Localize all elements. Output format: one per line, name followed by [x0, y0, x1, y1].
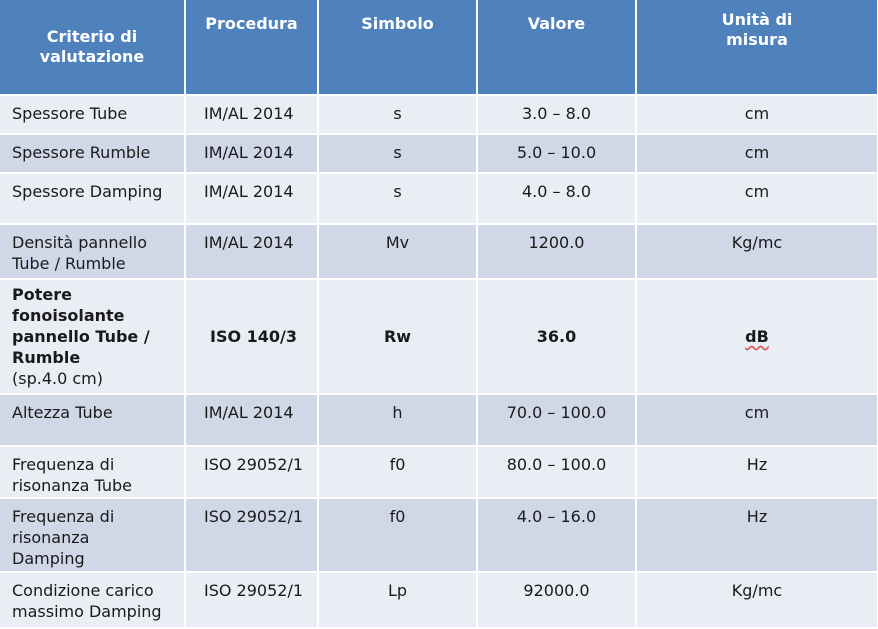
cell-procedura: IM/AL 2014: [185, 134, 319, 174]
cell-criterio: Spessore Rumble: [0, 134, 186, 174]
cell-valore: 70.0 – 100.0: [477, 394, 637, 447]
header-criterio-line: Criterio di: [46, 27, 138, 46]
table-row: Frequenza di risonanza Damping ISO 29052…: [0, 498, 878, 573]
criterio-line: fonoisolante: [12, 306, 125, 325]
cell-valore: 80.0 – 100.0: [477, 446, 637, 499]
table-row: Densità pannello Tube / Rumble IM/AL 201…: [0, 224, 878, 280]
cell-criterio: Densità pannello Tube / Rumble: [0, 224, 186, 280]
criterio-line: Spessore Tube: [12, 104, 128, 123]
header-criterio: Criterio di valutazione: [0, 0, 186, 96]
cell-procedura: ISO 29052/1: [185, 498, 319, 573]
criterio-line: Rumble: [12, 348, 81, 367]
cell-criterio: Potere fonoisolante pannello Tube / Rumb…: [0, 279, 186, 395]
cell-procedura: ISO 29052/1: [185, 446, 319, 499]
criterio-line: Tube / Rumble: [12, 254, 126, 273]
cell-valore: 3.0 – 8.0: [477, 95, 637, 135]
cell-unita: cm: [636, 394, 878, 447]
table-row: Spessore Tube IM/AL 2014 s 3.0 – 8.0 cm: [0, 95, 878, 135]
cell-valore: 36.0: [477, 279, 637, 395]
header-unita-line: Unità di: [721, 10, 793, 29]
header-valore: Valore: [477, 0, 637, 96]
cell-procedura: IM/AL 2014: [185, 224, 319, 280]
cell-unita: Hz: [636, 446, 878, 499]
cell-simbolo: s: [318, 173, 478, 225]
criterio-line: massimo Damping: [12, 602, 162, 621]
header-unita: Unità di misura: [636, 0, 878, 96]
cell-unita: cm: [636, 173, 878, 225]
cell-unita: Kg/mc: [636, 224, 878, 280]
table-row: Potere fonoisolante pannello Tube / Rumb…: [0, 279, 878, 395]
criterio-line: Condizione carico: [12, 581, 154, 600]
cell-valore: 4.0 – 8.0: [477, 173, 637, 225]
cell-simbolo: s: [318, 95, 478, 135]
criterio-line: Spessore Rumble: [12, 143, 151, 162]
criterio-line: Densità pannello: [12, 233, 148, 252]
criterio-line: risonanza Tube: [12, 476, 133, 495]
cell-valore: 5.0 – 10.0: [477, 134, 637, 174]
cell-simbolo: h: [318, 394, 478, 447]
table-row: Spessore Damping IM/AL 2014 s 4.0 – 8.0 …: [0, 173, 878, 225]
criterio-line: Damping: [12, 549, 85, 568]
cell-valore: 4.0 – 16.0: [477, 498, 637, 573]
cell-procedura: ISO 140/3: [185, 279, 319, 395]
criterio-line: Spessore Damping: [12, 182, 163, 201]
header-unita-line: misura: [726, 30, 788, 49]
cell-criterio: Spessore Tube: [0, 95, 186, 135]
cell-simbolo: Mv: [318, 224, 478, 280]
cell-procedura: IM/AL 2014: [185, 394, 319, 447]
cell-procedura: IM/AL 2014: [185, 95, 319, 135]
cell-procedura: IM/AL 2014: [185, 173, 319, 225]
cell-simbolo: f0: [318, 498, 478, 573]
criterio-line: Frequenza di: [12, 507, 115, 526]
header-procedura: Procedura: [185, 0, 319, 96]
cell-criterio: Altezza Tube: [0, 394, 186, 447]
criterio-line: Potere: [12, 285, 72, 304]
cell-valore: 1200.0: [477, 224, 637, 280]
cell-unita: dB: [636, 279, 878, 395]
cell-unita: cm: [636, 134, 878, 174]
table-row: Frequenza di risonanza Tube ISO 29052/1 …: [0, 446, 878, 499]
table-row: Altezza Tube IM/AL 2014 h 70.0 – 100.0 c…: [0, 394, 878, 447]
cell-unita: Hz: [636, 498, 878, 573]
criterio-line: Altezza Tube: [12, 403, 113, 422]
cell-criterio: Frequenza di risonanza Damping: [0, 498, 186, 573]
cell-simbolo: Rw: [318, 279, 478, 395]
cell-criterio: Frequenza di risonanza Tube: [0, 446, 186, 499]
criterio-line: pannello Tube /: [12, 327, 150, 346]
criterio-note: (sp.4.0 cm): [12, 369, 103, 388]
cell-simbolo: f0: [318, 446, 478, 499]
table-row: Spessore Rumble IM/AL 2014 s 5.0 – 10.0 …: [0, 134, 878, 174]
header-criterio-line: valutazione: [39, 47, 145, 66]
criterio-line: Frequenza di: [12, 455, 115, 474]
cell-unita: cm: [636, 95, 878, 135]
cell-simbolo: s: [318, 134, 478, 174]
unita-value: dB: [745, 327, 769, 346]
table-header-row: Criterio di valutazione Procedura Simbol…: [0, 0, 878, 96]
header-simbolo: Simbolo: [318, 0, 478, 96]
cell-criterio: Spessore Damping: [0, 173, 186, 225]
criterio-line: risonanza: [12, 528, 90, 547]
